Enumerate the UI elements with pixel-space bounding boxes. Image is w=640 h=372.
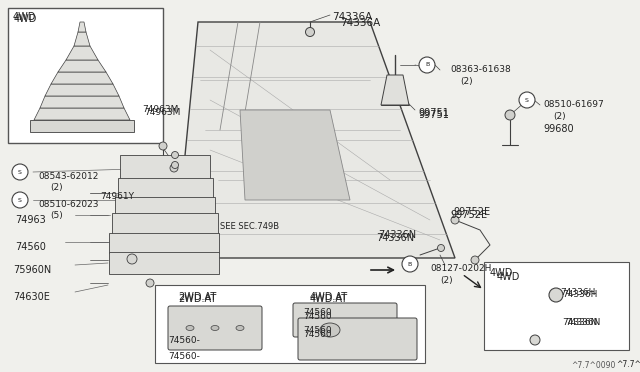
Bar bbox=[115, 197, 215, 215]
Text: S: S bbox=[18, 170, 22, 174]
Text: ^7.7^0090: ^7.7^0090 bbox=[616, 360, 640, 369]
Circle shape bbox=[305, 28, 314, 36]
Polygon shape bbox=[74, 32, 90, 46]
Bar bbox=[109, 233, 219, 253]
Text: 2WD.AT: 2WD.AT bbox=[178, 294, 216, 304]
Circle shape bbox=[159, 142, 167, 150]
Circle shape bbox=[146, 279, 154, 287]
Ellipse shape bbox=[320, 323, 340, 337]
Text: B: B bbox=[408, 262, 412, 266]
Text: 99752E: 99752E bbox=[453, 207, 490, 217]
Text: 75960N: 75960N bbox=[13, 265, 51, 275]
Text: 74336H: 74336H bbox=[560, 288, 595, 297]
Text: 74336A: 74336A bbox=[332, 12, 372, 22]
Text: 99751: 99751 bbox=[418, 108, 449, 118]
Text: 08510-61697: 08510-61697 bbox=[543, 100, 604, 109]
Circle shape bbox=[419, 57, 435, 73]
Polygon shape bbox=[45, 84, 119, 96]
Bar bbox=[484, 262, 629, 350]
Text: 99752E: 99752E bbox=[450, 210, 487, 220]
FancyBboxPatch shape bbox=[298, 318, 417, 360]
Polygon shape bbox=[240, 110, 350, 200]
Text: 74961Y: 74961Y bbox=[100, 192, 134, 201]
Text: 08363-61638: 08363-61638 bbox=[450, 65, 511, 74]
Text: 08543-62012: 08543-62012 bbox=[38, 172, 99, 181]
Polygon shape bbox=[66, 46, 98, 60]
Bar bbox=[120, 155, 210, 180]
Text: 74336N: 74336N bbox=[376, 233, 414, 243]
Circle shape bbox=[519, 92, 535, 108]
Circle shape bbox=[438, 244, 445, 251]
Text: (2): (2) bbox=[553, 112, 566, 121]
Text: S: S bbox=[525, 97, 529, 103]
FancyBboxPatch shape bbox=[293, 303, 397, 337]
Circle shape bbox=[530, 335, 540, 345]
Text: ^7.7^0090: ^7.7^0090 bbox=[572, 361, 616, 370]
Text: 4WD.AT: 4WD.AT bbox=[310, 294, 348, 304]
Text: 74560: 74560 bbox=[303, 326, 332, 335]
Text: 4WD: 4WD bbox=[490, 268, 513, 278]
Polygon shape bbox=[51, 72, 113, 84]
Circle shape bbox=[549, 288, 563, 302]
Text: 99680: 99680 bbox=[543, 124, 573, 134]
Text: S: S bbox=[18, 198, 22, 202]
Text: 4WD: 4WD bbox=[14, 14, 37, 24]
Circle shape bbox=[12, 192, 28, 208]
Text: (2): (2) bbox=[440, 276, 452, 285]
Text: 4WD.AT: 4WD.AT bbox=[310, 292, 348, 302]
Circle shape bbox=[471, 256, 479, 264]
Bar bbox=[118, 178, 213, 198]
Circle shape bbox=[12, 164, 28, 180]
Text: 74963M: 74963M bbox=[144, 108, 180, 117]
Circle shape bbox=[127, 254, 137, 264]
Polygon shape bbox=[175, 22, 455, 258]
Text: 74336N: 74336N bbox=[378, 230, 416, 240]
Text: 74560: 74560 bbox=[303, 330, 332, 339]
Ellipse shape bbox=[186, 326, 194, 330]
Bar bbox=[8, 8, 163, 143]
Text: 2WD.AT: 2WD.AT bbox=[178, 292, 216, 302]
Polygon shape bbox=[381, 75, 409, 105]
Bar bbox=[155, 285, 425, 363]
Text: 74560-: 74560- bbox=[168, 352, 200, 361]
Text: 99751: 99751 bbox=[418, 110, 449, 120]
Text: 74336H: 74336H bbox=[562, 290, 597, 299]
Text: 74560: 74560 bbox=[15, 242, 46, 252]
Text: (2): (2) bbox=[50, 183, 63, 192]
Text: 74336N: 74336N bbox=[562, 318, 597, 327]
Polygon shape bbox=[40, 96, 124, 108]
Text: 74336A: 74336A bbox=[340, 18, 380, 28]
Bar bbox=[112, 213, 218, 235]
FancyBboxPatch shape bbox=[168, 306, 262, 350]
Text: (2): (2) bbox=[460, 77, 472, 86]
Bar bbox=[109, 252, 219, 274]
Polygon shape bbox=[34, 108, 130, 120]
Text: 08510-62023: 08510-62023 bbox=[38, 200, 99, 209]
Text: 74560: 74560 bbox=[303, 312, 332, 321]
Text: 4WD: 4WD bbox=[13, 12, 36, 22]
Circle shape bbox=[402, 256, 418, 272]
Text: 74630E: 74630E bbox=[13, 292, 50, 302]
Text: 74963M: 74963M bbox=[142, 105, 179, 114]
Text: (5): (5) bbox=[50, 211, 63, 220]
Circle shape bbox=[172, 151, 179, 158]
Text: 74336N: 74336N bbox=[565, 318, 600, 327]
Text: B: B bbox=[425, 62, 429, 67]
Text: 08127-0202H: 08127-0202H bbox=[430, 264, 492, 273]
Circle shape bbox=[172, 161, 179, 169]
Text: 74963: 74963 bbox=[15, 215, 45, 225]
Bar bbox=[30, 120, 134, 132]
Ellipse shape bbox=[236, 326, 244, 330]
Polygon shape bbox=[58, 60, 106, 72]
Circle shape bbox=[170, 164, 178, 172]
Text: 74560: 74560 bbox=[303, 308, 332, 317]
Text: 74560-: 74560- bbox=[168, 336, 200, 345]
Ellipse shape bbox=[211, 326, 219, 330]
Circle shape bbox=[451, 216, 459, 224]
Text: SEE SEC.749B: SEE SEC.749B bbox=[220, 222, 279, 231]
Circle shape bbox=[505, 110, 515, 120]
Polygon shape bbox=[78, 22, 86, 32]
Text: 4WD: 4WD bbox=[497, 272, 520, 282]
